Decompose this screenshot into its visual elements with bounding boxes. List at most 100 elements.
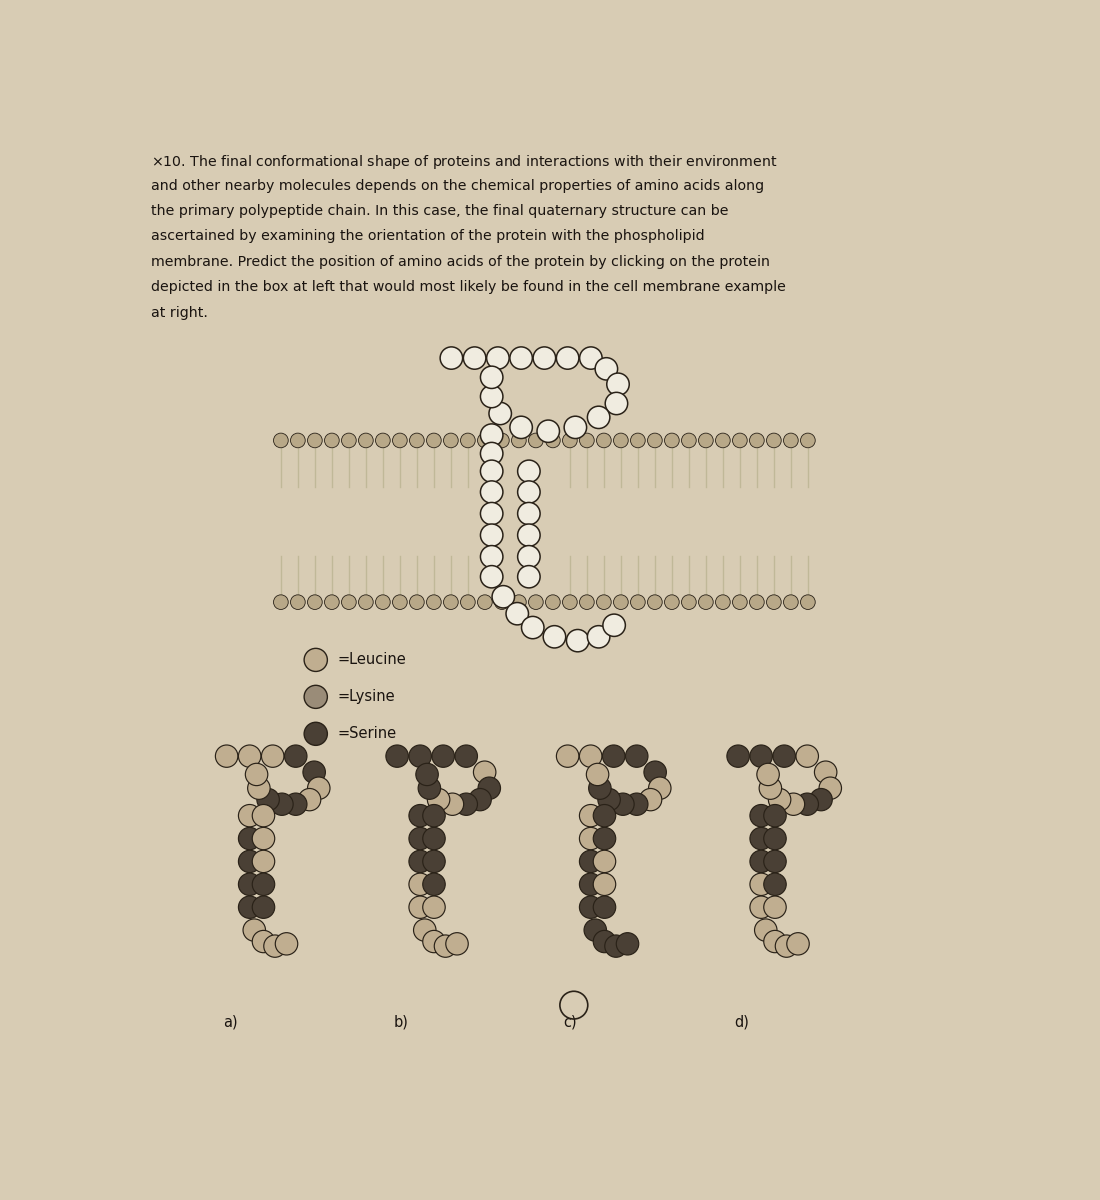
Circle shape [409,595,425,610]
Text: a): a) [222,1014,238,1030]
Circle shape [481,385,503,408]
Circle shape [759,778,782,799]
Circle shape [239,874,261,895]
Circle shape [614,595,628,610]
Circle shape [596,595,612,610]
Circle shape [481,524,503,546]
Circle shape [763,874,786,895]
Circle shape [422,930,446,953]
Circle shape [796,793,818,815]
Circle shape [626,793,648,815]
Circle shape [755,919,777,941]
Circle shape [587,625,609,648]
Circle shape [605,392,628,415]
Circle shape [264,935,286,958]
Circle shape [359,595,373,610]
Text: b): b) [394,1014,408,1030]
Circle shape [763,930,786,953]
Circle shape [596,433,612,448]
Circle shape [304,648,328,672]
Circle shape [422,896,446,918]
Circle shape [614,433,628,448]
Circle shape [290,595,305,610]
Circle shape [562,595,578,610]
Circle shape [386,745,408,767]
Circle shape [588,778,612,799]
Circle shape [566,630,588,652]
Text: and other nearby molecules depends on the chemical properties of amino acids alo: and other nearby molecules depends on th… [152,179,764,193]
Circle shape [648,433,662,448]
Circle shape [715,433,730,448]
Circle shape [422,851,446,872]
Circle shape [598,788,620,811]
Circle shape [486,347,509,370]
Circle shape [455,745,477,767]
Circle shape [518,481,540,503]
Circle shape [252,804,275,827]
Circle shape [285,745,307,767]
Circle shape [767,433,781,448]
Circle shape [422,874,446,895]
Text: d): d) [735,1014,749,1030]
Circle shape [782,793,805,815]
Circle shape [414,919,436,941]
Circle shape [477,433,492,448]
Circle shape [534,347,556,370]
Circle shape [682,595,696,610]
Circle shape [698,595,713,610]
Circle shape [422,804,446,827]
Circle shape [492,586,515,608]
Circle shape [767,595,781,610]
Circle shape [580,874,602,895]
Circle shape [763,827,786,850]
Circle shape [308,433,322,448]
Circle shape [733,595,747,610]
Circle shape [564,416,586,438]
Circle shape [528,433,543,448]
Circle shape [375,433,390,448]
Circle shape [518,524,540,546]
Circle shape [593,851,616,872]
Circle shape [580,851,602,872]
Circle shape [537,420,560,443]
Circle shape [290,433,305,448]
Circle shape [820,778,842,799]
Circle shape [698,433,713,448]
Circle shape [302,761,326,784]
Circle shape [427,433,441,448]
Circle shape [626,745,648,767]
Circle shape [727,745,749,767]
Circle shape [518,546,540,568]
Circle shape [512,433,526,448]
Circle shape [239,827,261,850]
Circle shape [543,625,565,648]
Circle shape [427,595,441,610]
Circle shape [239,745,261,767]
Circle shape [557,745,579,767]
Circle shape [252,930,275,953]
Circle shape [528,595,543,610]
Circle shape [443,595,459,610]
Circle shape [324,595,339,610]
Circle shape [763,804,786,827]
Circle shape [495,595,509,610]
Circle shape [664,595,679,610]
Circle shape [750,851,772,872]
Circle shape [750,804,772,827]
Circle shape [477,595,492,610]
Circle shape [481,565,503,588]
Circle shape [434,935,456,958]
Circle shape [763,851,786,872]
Circle shape [481,366,503,389]
Circle shape [441,793,464,815]
Circle shape [440,347,463,370]
Circle shape [521,617,544,638]
Circle shape [584,919,606,941]
Circle shape [616,932,639,955]
Circle shape [409,851,431,872]
Circle shape [518,460,540,482]
Circle shape [274,433,288,448]
Circle shape [252,827,275,850]
Text: $\times$10. The final conformational shape of proteins and interactions with the: $\times$10. The final conformational sha… [152,154,778,172]
Circle shape [750,874,772,895]
